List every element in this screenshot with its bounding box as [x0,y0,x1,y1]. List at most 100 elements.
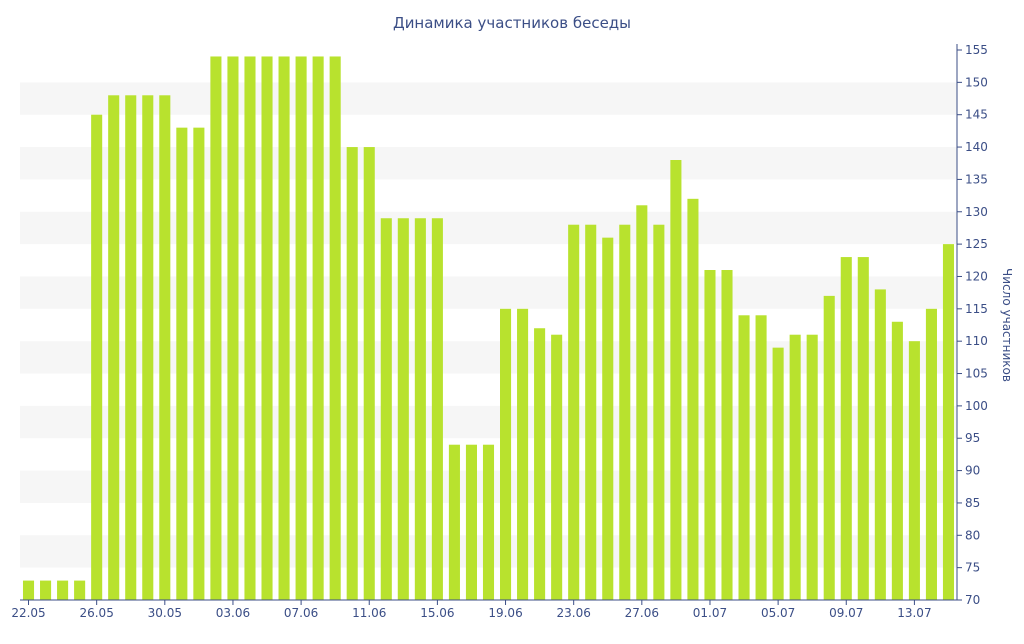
bar [227,56,239,601]
bar [925,308,937,600]
bar [568,224,580,600]
y-tick-label: 75 [965,561,980,575]
bar [874,289,886,600]
bar [380,218,392,601]
grid-band [20,405,957,439]
bar [261,56,273,601]
grid-band [20,341,957,374]
x-tick-label: 30.05 [148,606,182,620]
chart-title: Динамика участников беседы [393,14,631,32]
y-tick-label: 125 [965,237,988,251]
y-tick-label: 110 [965,334,988,348]
bar [942,244,955,600]
y-tick-label: 115 [965,302,988,316]
bar [636,205,648,601]
x-axis: 22.05 26.05 30.05 03.06 07.06 11.06 15.06 19.06… [11,599,957,620]
bar [482,444,495,600]
y-tick-label: 85 [965,496,980,510]
bar [329,56,341,601]
y-tick-label: 105 [965,367,988,381]
bar [74,580,86,600]
bar [57,580,69,600]
bar [465,444,477,600]
x-tick-label: 26.05 [79,606,113,620]
bar [789,334,801,600]
y-tick-label: 95 [965,431,980,445]
bar [363,147,375,600]
bar [159,95,171,600]
bar [414,218,426,601]
bar [142,95,154,600]
bar-series [22,56,955,601]
y-tick-label: 90 [965,464,980,478]
x-tick-label: 03.06 [216,606,250,620]
bar [534,328,546,600]
bar [585,224,597,600]
bar [448,444,460,600]
x-tick-label: 05.07 [761,606,795,620]
grid-band [20,211,957,245]
bar [721,270,733,600]
bar [704,270,716,600]
bar [772,347,784,600]
x-tick-label: 22.05 [11,606,45,620]
bar [40,580,52,600]
bar [738,315,750,600]
bar [619,224,631,600]
y-tick-label: 70 [965,593,980,607]
y-tick-label: 80 [965,528,980,542]
y-tick-label: 150 [965,75,988,89]
bar [193,127,205,601]
grid-band [20,82,957,115]
bar [857,257,869,600]
bar [806,334,818,600]
bar [176,127,188,601]
bar [602,237,614,600]
x-tick-label: 11.06 [352,606,386,620]
x-tick-label: 09.07 [829,606,863,620]
x-tick-label: 07.06 [284,606,318,620]
bar [891,321,903,600]
bar [755,315,767,600]
y-tick-label: 100 [965,399,988,413]
y-tick-label: 140 [965,140,988,154]
y-axis: 70 75 80 85 90 95 100 105 110 115 120 125 130 135 140 1… [956,43,988,607]
y-tick-label: 155 [965,43,988,57]
bar [670,160,682,600]
bar [500,308,512,600]
bar [210,56,222,601]
x-tick-label: 27.06 [625,606,659,620]
bar [278,56,290,601]
bar [346,147,358,600]
bar [244,56,256,601]
x-tick-label: 19.06 [488,606,522,620]
x-tick-label: 15.06 [420,606,454,620]
bar [431,218,443,601]
grid-band [20,276,957,309]
bar [687,198,699,600]
bar [908,341,920,600]
bar [840,257,852,600]
y-tick-label: 135 [965,172,988,186]
y-tick-label: 130 [965,205,988,219]
bar [91,114,103,601]
y-tick-label: 120 [965,269,988,283]
bar [108,95,120,600]
y-tick-label: 145 [965,108,988,122]
bar [312,56,324,601]
bar [397,218,409,601]
bar [125,95,137,600]
x-tick-label: 13.07 [897,606,931,620]
bar [517,308,529,600]
bar [823,295,835,600]
bar [551,334,563,600]
bar [653,224,665,600]
x-tick-label: 23.06 [557,606,591,620]
y-axis-title: Число участников [1000,268,1014,382]
bar [295,56,307,601]
bar [22,580,35,600]
grid-band [20,147,957,180]
grid-bands [20,82,957,568]
